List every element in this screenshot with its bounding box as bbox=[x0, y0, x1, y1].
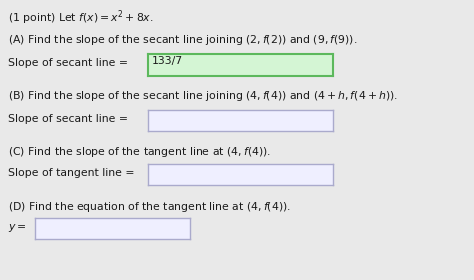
Text: 133/7: 133/7 bbox=[152, 56, 183, 66]
Text: Slope of secant line =: Slope of secant line = bbox=[8, 58, 128, 68]
Text: Slope of secant line =: Slope of secant line = bbox=[8, 114, 128, 124]
Text: (A) Find the slope of the secant line joining $(2, f(2))$ and $(9, f(9))$.: (A) Find the slope of the secant line jo… bbox=[8, 33, 357, 47]
Text: (1 point) Let $f(x) = x^2 + 8x$.: (1 point) Let $f(x) = x^2 + 8x$. bbox=[8, 8, 154, 27]
Text: $y =$: $y =$ bbox=[8, 222, 27, 234]
Text: Slope of tangent line =: Slope of tangent line = bbox=[8, 168, 135, 178]
Text: (B) Find the slope of the secant line joining $(4, f(4))$ and $(4+h, f(4+h))$.: (B) Find the slope of the secant line jo… bbox=[8, 89, 398, 103]
Text: (C) Find the slope of the tangent line at $(4, f(4))$.: (C) Find the slope of the tangent line a… bbox=[8, 145, 271, 159]
Text: (D) Find the equation of the tangent line at $(4, f(4))$.: (D) Find the equation of the tangent lin… bbox=[8, 200, 291, 214]
